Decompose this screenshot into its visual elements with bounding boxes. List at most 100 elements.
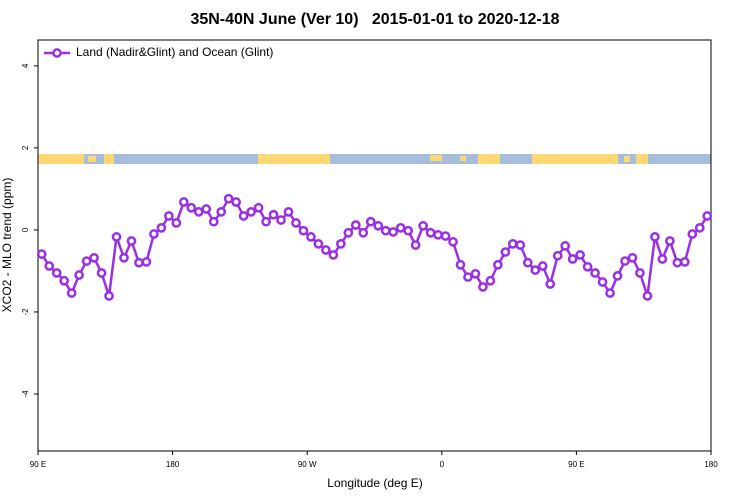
data-point <box>440 231 451 241</box>
data-point <box>343 227 354 238</box>
x-tick-label: 180 <box>704 460 718 469</box>
data-point <box>208 216 219 227</box>
data-point <box>448 236 458 247</box>
x-tick-label: 90 W <box>298 460 317 469</box>
data-point <box>672 257 683 268</box>
data-point <box>552 250 563 261</box>
data-point <box>515 240 526 250</box>
series-line <box>40 197 709 297</box>
data-point <box>171 218 182 228</box>
data-point <box>291 218 301 228</box>
data-point <box>500 247 511 257</box>
data-point <box>74 270 84 280</box>
data-point <box>433 229 443 240</box>
data-point <box>59 275 70 286</box>
data-point <box>134 257 144 268</box>
data-point <box>350 220 361 230</box>
data-point <box>485 275 496 286</box>
data-point <box>149 229 159 239</box>
data-point <box>493 259 503 270</box>
data-point <box>216 207 227 217</box>
x-tick-label: 0 <box>440 460 445 469</box>
data-point <box>306 232 316 242</box>
legend-marker <box>52 48 62 58</box>
data-point <box>276 215 286 225</box>
data-point <box>283 207 294 217</box>
data-point <box>119 252 129 263</box>
data-point <box>642 291 653 301</box>
data-point <box>51 268 62 278</box>
data-point <box>545 279 556 289</box>
data-point <box>380 225 391 236</box>
data-point <box>478 282 488 292</box>
data-point <box>650 232 660 242</box>
data-point <box>81 256 92 266</box>
data-point <box>702 211 713 221</box>
data-point <box>403 225 413 236</box>
y-tick-label: 4 <box>21 63 30 68</box>
data-point <box>410 240 421 250</box>
data-point <box>178 197 189 207</box>
data-point <box>365 216 376 227</box>
data-point <box>193 207 204 217</box>
data-point <box>627 252 638 263</box>
data-point <box>111 232 122 242</box>
data-point <box>336 239 346 249</box>
data-point <box>231 197 242 207</box>
data-point <box>463 272 473 282</box>
data-point <box>560 241 571 251</box>
data-point <box>687 229 698 239</box>
data-point <box>530 265 541 275</box>
data-point <box>620 256 630 266</box>
data-point <box>36 249 47 259</box>
data-point <box>268 209 279 220</box>
plot-frame <box>37 39 712 452</box>
data-point <box>388 227 399 237</box>
data-point <box>89 252 99 263</box>
data-point <box>582 261 593 272</box>
y-tick-label: 0 <box>21 227 30 232</box>
data-point <box>261 216 271 227</box>
y-tick-label: 2 <box>21 145 30 150</box>
data-point <box>223 193 234 204</box>
data-point <box>96 268 107 278</box>
map-strip <box>38 154 711 164</box>
data-point <box>590 268 600 278</box>
data-point <box>186 202 197 213</box>
data-point <box>657 254 668 264</box>
data-point <box>201 204 212 214</box>
data-point <box>104 291 114 301</box>
data-point <box>373 220 384 231</box>
data-point <box>141 257 152 267</box>
data-point <box>246 207 256 217</box>
x-axis-label: Longitude (deg E) <box>327 476 422 490</box>
data-point <box>470 268 481 279</box>
x-tick-label: 180 <box>166 460 180 469</box>
data-point <box>507 239 518 249</box>
data-point <box>679 257 690 267</box>
data-point <box>597 277 608 287</box>
data-point <box>238 211 249 221</box>
data-point <box>164 211 174 221</box>
data-point <box>313 239 324 249</box>
data-point <box>44 261 55 271</box>
data-point <box>694 223 705 233</box>
data-point <box>321 245 331 255</box>
data-point <box>66 288 77 298</box>
data-point <box>298 225 309 236</box>
data-point <box>126 236 137 246</box>
data-point <box>358 227 369 238</box>
data-point <box>575 250 585 260</box>
y-tick-label: -4 <box>21 390 30 398</box>
data-point <box>522 257 533 268</box>
legend-label: Land (Nadir&Glint) and Ocean (Glint) <box>76 45 273 59</box>
data-point <box>605 288 615 298</box>
data-point <box>567 254 578 264</box>
x-tick-label: 90 E <box>568 460 584 469</box>
data-point <box>328 250 339 260</box>
data-point <box>156 223 167 233</box>
y-axis-label: XCO2 - MLO trend (ppm) <box>0 178 14 313</box>
data-point <box>418 220 428 231</box>
data-point <box>253 202 264 213</box>
